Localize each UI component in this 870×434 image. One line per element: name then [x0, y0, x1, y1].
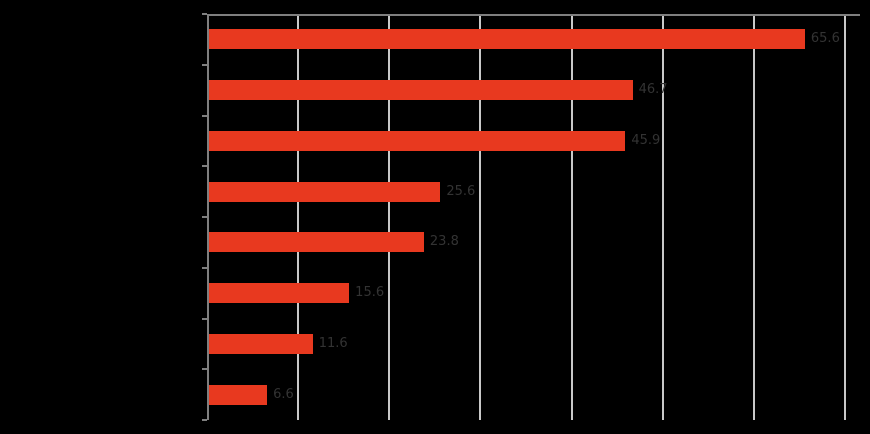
value-label: 11.6 — [318, 335, 348, 351]
y-axis-tick — [202, 115, 207, 117]
plot-area: 65.6 46.7 45.9 25.6 23.8 15.6 11.6 6.6 — [202, 13, 860, 421]
x-gridline — [388, 14, 391, 420]
value-label: 45.9 — [631, 132, 661, 148]
x-gridline — [479, 14, 482, 420]
y-axis-tick — [202, 64, 207, 66]
y-axis-tick — [202, 267, 207, 269]
top-axis-spine — [207, 14, 860, 16]
value-label: 46.7 — [638, 82, 668, 98]
y-axis-tick — [202, 216, 207, 218]
x-gridline — [661, 14, 664, 420]
x-gridline — [297, 14, 300, 420]
bar — [207, 384, 268, 405]
x-gridline — [752, 14, 755, 420]
bar — [207, 232, 424, 253]
bar — [207, 181, 441, 202]
bar — [207, 29, 805, 50]
value-label: 23.8 — [429, 234, 459, 250]
x-gridline — [844, 14, 846, 420]
y-axis-tick — [202, 13, 207, 15]
y-axis-tick — [202, 419, 207, 421]
value-label: 25.6 — [446, 183, 476, 199]
value-label: 65.6 — [810, 31, 840, 47]
y-axis-tick — [202, 165, 207, 167]
value-label: 6.6 — [273, 386, 294, 402]
bar — [207, 283, 350, 304]
bar — [207, 130, 626, 151]
y-axis-tick — [202, 318, 207, 320]
x-gridline — [570, 14, 573, 420]
value-label: 15.6 — [355, 285, 385, 301]
bar — [207, 80, 633, 101]
bar — [207, 333, 313, 354]
y-axis-spine — [207, 14, 209, 420]
y-axis-tick — [202, 368, 207, 370]
